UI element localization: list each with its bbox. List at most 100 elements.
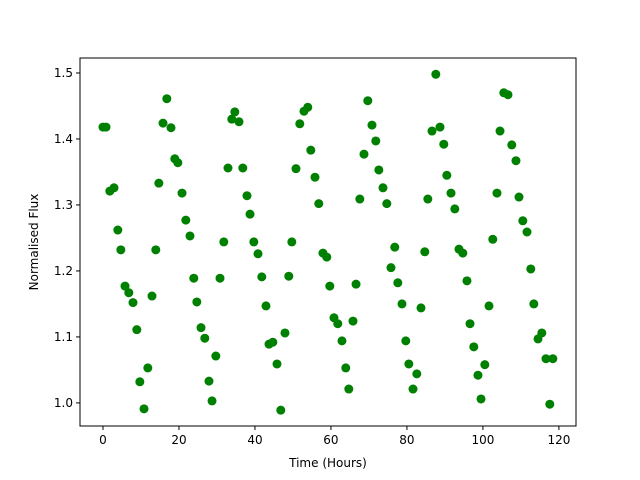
point [386, 263, 396, 273]
point [507, 140, 517, 150]
point [113, 225, 123, 235]
point [249, 237, 259, 247]
point [135, 377, 145, 387]
point [473, 370, 483, 380]
point [378, 183, 388, 193]
y-tick-label: 1.5 [54, 66, 73, 80]
point [219, 237, 229, 247]
point [173, 158, 183, 168]
point [261, 301, 271, 311]
point [189, 273, 199, 283]
point [401, 336, 411, 346]
point [367, 120, 377, 130]
point [374, 165, 384, 175]
point [503, 90, 513, 100]
point [545, 399, 555, 409]
point [420, 247, 430, 257]
point [359, 149, 369, 159]
point [166, 123, 176, 133]
point [412, 369, 422, 379]
point [404, 359, 414, 369]
point [227, 114, 237, 124]
point [427, 126, 437, 136]
y-tick-label: 1.2 [54, 264, 73, 278]
point [154, 178, 164, 188]
point [390, 242, 400, 252]
y-axis-label: Normalised Flux [27, 194, 41, 291]
point [416, 303, 426, 313]
point [139, 404, 149, 414]
point [458, 248, 468, 258]
point [439, 139, 449, 149]
point [245, 209, 255, 219]
point [230, 107, 240, 117]
y-tick-label: 1.4 [54, 132, 73, 146]
point [207, 396, 217, 406]
point [371, 136, 381, 146]
point [287, 237, 297, 247]
y-tick-label: 1.1 [54, 330, 73, 344]
point [423, 194, 433, 204]
point [363, 96, 373, 106]
point [541, 354, 551, 364]
point [272, 359, 282, 369]
point [306, 145, 316, 155]
point [310, 172, 320, 182]
point [284, 271, 294, 281]
point [522, 227, 532, 237]
point [268, 337, 278, 347]
point [181, 215, 191, 225]
point [177, 188, 187, 198]
point [128, 298, 138, 308]
point [492, 188, 502, 198]
point [537, 328, 547, 338]
point [488, 234, 498, 244]
point [280, 328, 290, 338]
point [211, 351, 221, 361]
point [242, 191, 252, 201]
x-tick-label: 120 [547, 433, 570, 447]
point [465, 319, 475, 329]
x-tick-label: 20 [171, 433, 186, 447]
point [215, 273, 225, 283]
point [469, 342, 479, 352]
point [223, 163, 233, 173]
point [548, 354, 558, 364]
point [511, 156, 521, 166]
point [526, 264, 536, 274]
point [238, 163, 248, 173]
point [101, 122, 111, 132]
point [529, 299, 539, 309]
point [325, 281, 335, 291]
x-axis-label: Time (Hours) [288, 456, 367, 470]
point [382, 199, 392, 209]
point [200, 333, 210, 343]
y-tick-label: 1.3 [54, 198, 73, 212]
point [185, 231, 195, 241]
point [348, 316, 358, 326]
point [253, 249, 263, 259]
point [257, 272, 267, 282]
point [151, 245, 161, 255]
point [204, 376, 214, 386]
point [291, 164, 301, 174]
point [341, 363, 351, 373]
point [295, 119, 305, 129]
y-tick-label: 1.0 [54, 396, 73, 410]
point [518, 216, 528, 226]
point [344, 384, 354, 394]
point [476, 394, 486, 404]
point [337, 336, 347, 346]
point [333, 319, 343, 329]
point [495, 126, 505, 136]
point [143, 363, 153, 373]
point [234, 117, 244, 127]
point [446, 188, 456, 198]
point [450, 204, 460, 214]
point [120, 281, 130, 291]
point [442, 170, 452, 180]
point [408, 384, 418, 394]
point [355, 194, 365, 204]
point [158, 118, 168, 128]
point [303, 102, 313, 112]
